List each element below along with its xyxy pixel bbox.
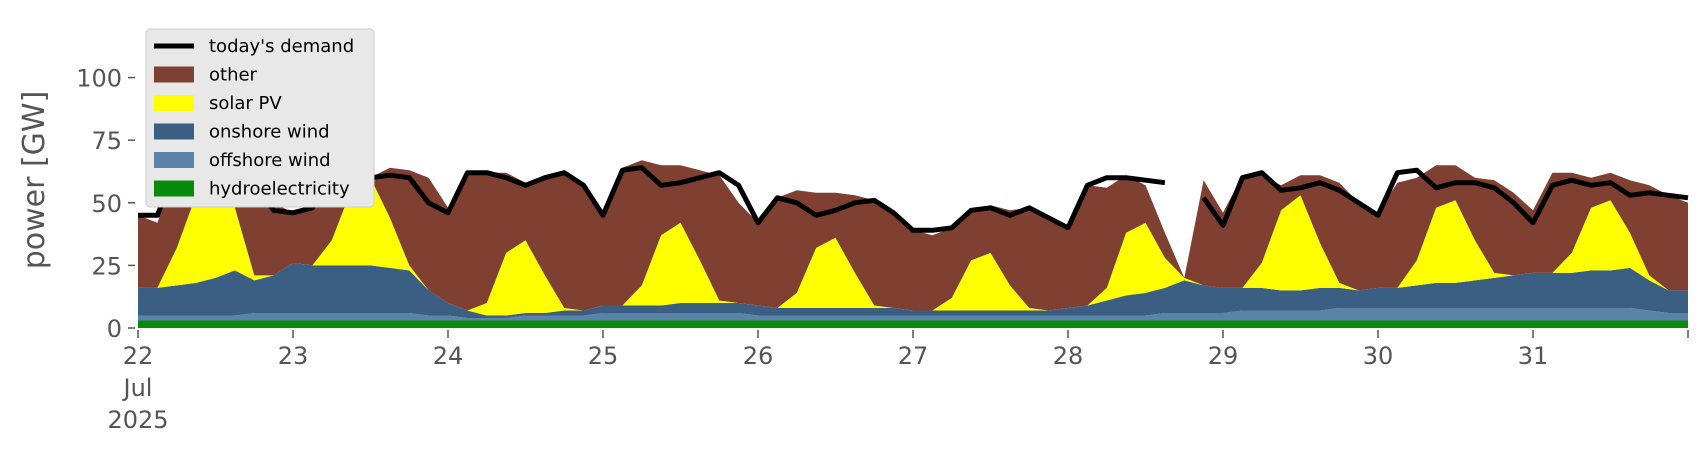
x-axis: 22 Jul 2025 23 24 25 26 27 28 29 30 31 — [107, 330, 1689, 434]
area-offshore-wind — [138, 308, 1688, 321]
legend-swatch-offshore-wind — [154, 152, 194, 168]
legend-label-onshore-wind: onshore wind — [209, 122, 330, 143]
area-hydroelectricity — [138, 320, 1688, 328]
y-axis-label: power [GW] — [17, 91, 52, 270]
legend: today's demand other solar PV onshore wind o… — [145, 28, 375, 208]
legend-label-other: other — [209, 65, 258, 86]
x-tick-label: 22 — [123, 342, 154, 370]
area-onshore-wind — [138, 262, 1688, 318]
legend-label-hydroelectricity: hydroelectricity — [209, 179, 350, 200]
legend-label-today-s-demand: today's demand — [209, 36, 354, 57]
x-tick-label: 30 — [1363, 342, 1394, 370]
x-tick-label: 24 — [433, 342, 464, 370]
legend-swatch-other — [154, 66, 194, 83]
legend-box — [145, 28, 375, 208]
x-tick-label: 31 — [1518, 342, 1549, 370]
legend-swatch-onshore-wind — [154, 123, 194, 140]
legend-swatch-hydroelectricity — [154, 180, 194, 197]
x-tick-label: 27 — [898, 342, 929, 370]
y-tick-label: 75 — [91, 127, 122, 155]
stacked-areas — [138, 160, 1688, 328]
legend-label-offshore-wind: offshore wind — [209, 150, 331, 171]
x-tick-label: 25 — [588, 342, 619, 370]
x-tick-label: 26 — [743, 342, 774, 370]
x-tick-label: 29 — [1208, 342, 1239, 370]
x-tick-label: 2025 — [107, 406, 168, 434]
line-todays-demand — [138, 160, 1689, 233]
x-tick-label: 28 — [1053, 342, 1084, 370]
area-solar-pv — [138, 172, 1688, 316]
x-tick-label: 23 — [278, 342, 309, 370]
y-tick-label: 25 — [91, 252, 122, 280]
y-tick-label: 0 — [107, 315, 122, 343]
legend-label-solar-pv: solar PV — [209, 93, 282, 114]
y-axis: 0 25 50 75 100 — [76, 65, 135, 343]
x-tick-label: Jul — [122, 374, 153, 402]
area-other — [138, 160, 1688, 311]
legend-swatch-solar-pv — [154, 95, 194, 111]
demand-line — [138, 160, 1689, 233]
y-tick-label: 100 — [76, 65, 122, 93]
y-tick-label: 50 — [91, 190, 122, 218]
